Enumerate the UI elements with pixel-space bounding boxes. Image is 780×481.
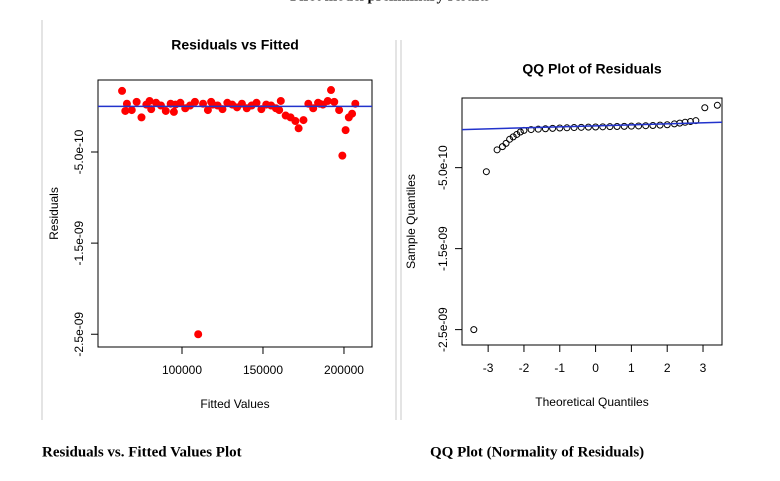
data-point [681,118,689,126]
reference-line [461,121,723,131]
plot-frame [97,79,373,348]
x-tick-label: -1 [554,361,565,375]
y-axis-label: Sample Quantiles [404,174,418,269]
data-point [299,116,308,125]
data-point [218,105,227,114]
y-axis-label: Residuals [47,187,61,240]
data-point [257,105,266,114]
data-point [613,123,621,131]
data-point [122,99,131,108]
data-point [549,124,557,132]
data-point [291,117,300,126]
data-point [620,122,628,130]
data-point [527,126,535,134]
data-point [498,143,506,151]
data-point [606,123,614,131]
data-point [127,106,136,115]
data-point [584,123,592,131]
data-point [132,97,141,106]
data-point [169,107,178,116]
data-point [351,99,360,108]
data-point [348,109,357,118]
x-axis-label: Theoretical Quantiles [535,395,648,409]
chart-title: Residuals vs Fitted [171,37,299,53]
data-point [656,121,664,129]
data-point [649,122,657,130]
data-point [118,86,127,95]
x-tick-label: 3 [700,361,707,375]
data-point [194,330,203,339]
x-tick-label: 1 [628,361,635,375]
data-point [701,104,709,112]
data-point [338,151,347,160]
data-point [121,106,130,115]
data-point [137,113,146,122]
data-point [199,99,208,108]
data-point [145,96,154,105]
data-point [506,135,514,143]
data-point [294,124,303,133]
data-point [207,97,216,106]
data-point [327,86,336,95]
data-point [330,97,339,106]
data-point [304,99,313,108]
x-axis-label: Fitted Values [200,397,269,411]
data-point [341,126,350,135]
x-tick-label: 100000 [162,363,202,377]
data-point [323,96,332,105]
data-point [516,128,524,136]
page-title: First model preliminary results [290,0,490,4]
data-point [627,122,635,130]
data-point [275,106,284,115]
x-tick-label: 150000 [243,363,283,377]
y-tick-label: -1.5e-09 [436,226,450,271]
data-point [156,101,165,110]
data-point [315,99,324,108]
data-point [642,122,650,130]
data-point [570,124,578,132]
data-point [237,99,246,108]
data-point [502,139,510,147]
data-point [513,130,521,138]
data-point [534,125,542,133]
data-point [635,122,643,130]
data-point [686,117,694,125]
data-point [509,133,517,141]
y-tick-label: -1.5e-09 [72,220,86,265]
data-point [470,326,478,334]
plot-frame [461,97,723,346]
y-tick-label: -5.0e-10 [436,145,450,190]
caption: QQ Plot (Normality of Residuals) [430,444,644,460]
x-tick-label: -2 [519,361,530,375]
data-point [276,96,285,105]
x-tick-label: 200000 [324,363,364,377]
data-point [252,98,261,107]
caption: Residuals vs. Fitted Values Plot [42,444,242,460]
chart-title: QQ Plot of Residuals [522,61,661,77]
data-point [161,106,170,115]
data-point [713,101,721,109]
y-tick-label: -2.5e-09 [436,307,450,352]
y-tick-label: -2.5e-09 [72,312,86,357]
data-point [147,105,156,114]
data-point [541,125,549,133]
data-point [556,124,564,132]
data-point [592,123,600,131]
data-point [563,124,571,132]
data-point [335,106,344,115]
x-tick-label: -3 [483,361,494,375]
data-point [493,146,501,154]
x-tick-label: 0 [592,361,599,375]
data-point [599,123,607,131]
data-point [663,121,671,129]
x-tick-label: 2 [664,361,671,375]
y-tick-label: -5.0e-10 [72,129,86,174]
data-point [190,97,199,106]
data-point [482,168,490,176]
data-point [577,123,585,131]
